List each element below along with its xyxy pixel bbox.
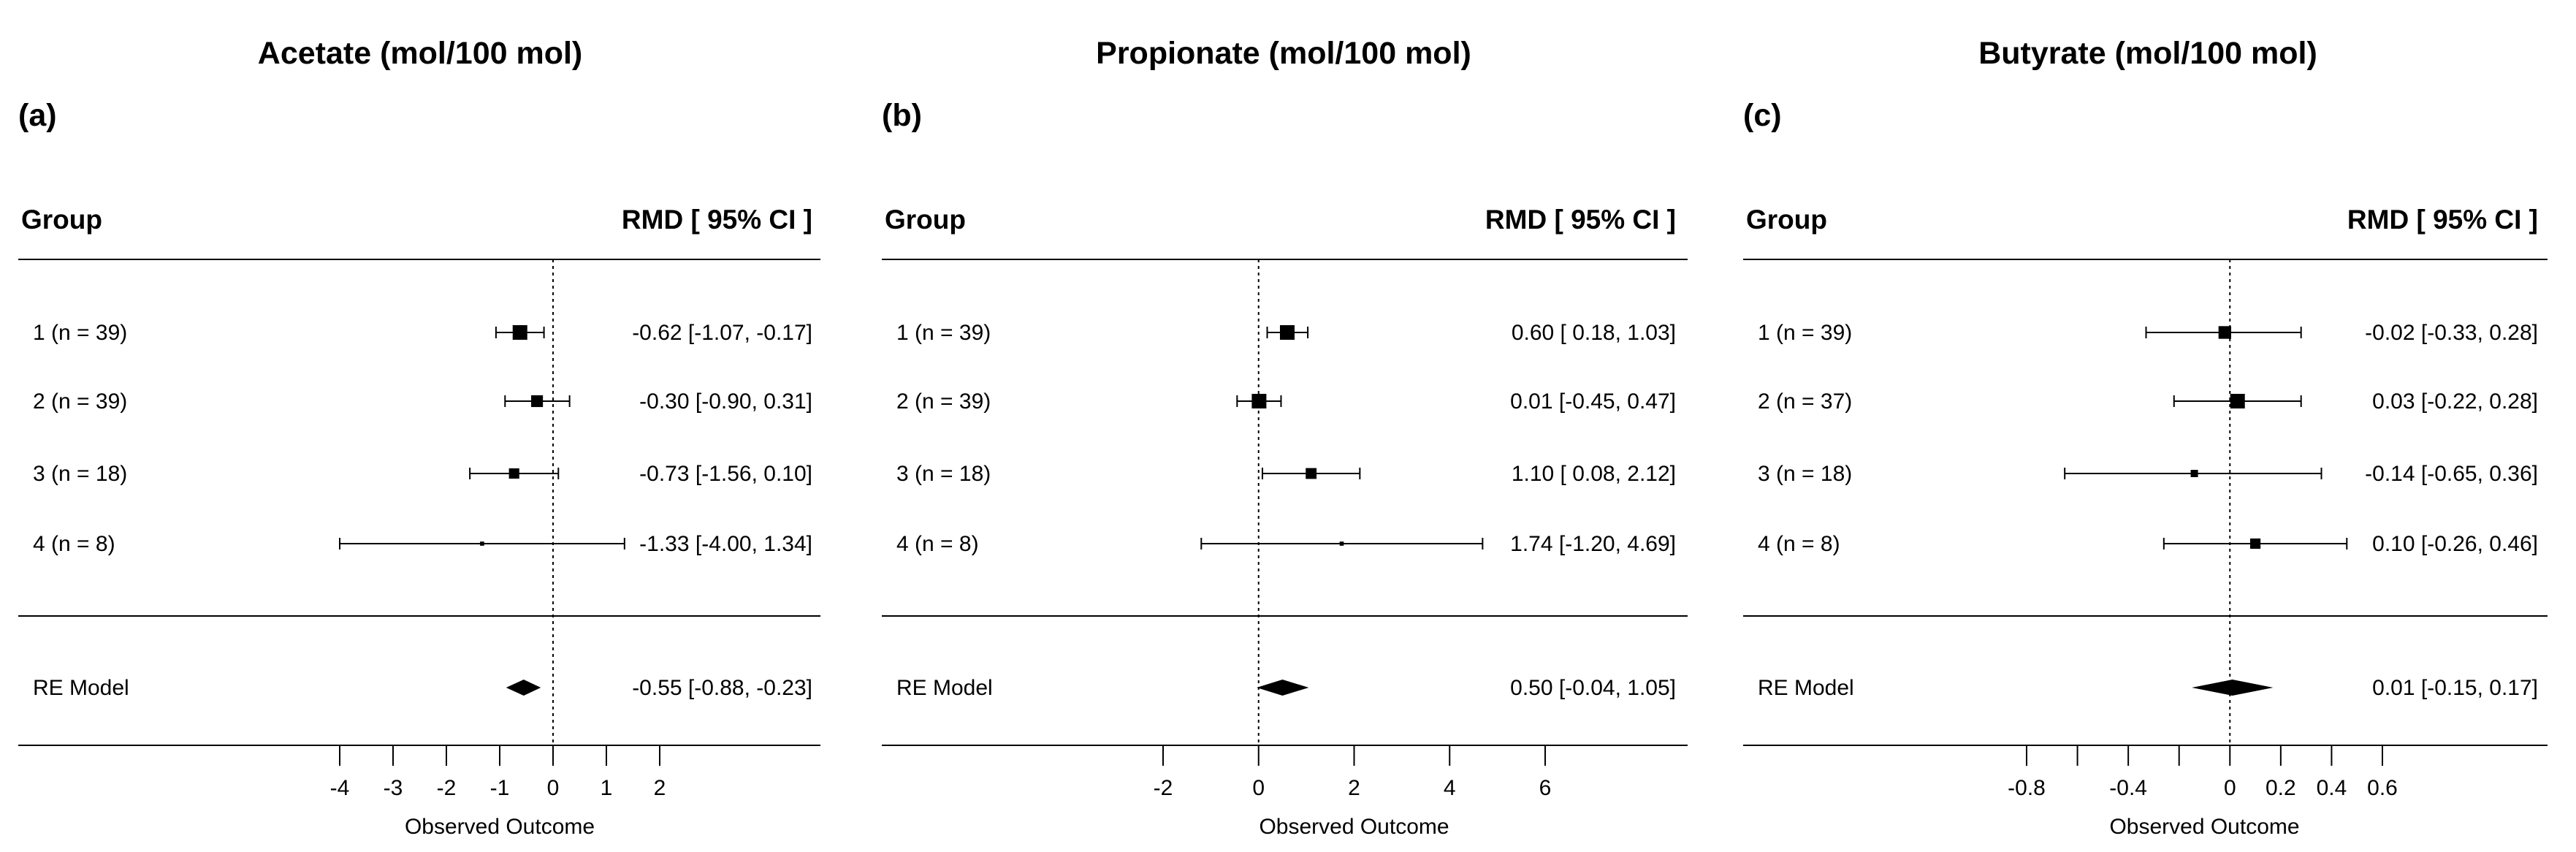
study-estimate-text: 1.10 [ 0.08, 2.12] [1512, 462, 1676, 486]
x-tick-label: -0.8 [2008, 776, 2046, 800]
summary-diamond [2192, 680, 2274, 696]
summary-diamond [1257, 680, 1309, 696]
study-label: 1 (n = 39) [896, 321, 991, 345]
point-estimate [1279, 325, 1295, 340]
point-estimate [2250, 538, 2261, 549]
x-tick-label: -4 [330, 776, 350, 800]
x-axis-label: Observed Outcome [405, 815, 595, 839]
point-estimate [512, 325, 527, 340]
x-tick-label: 0.6 [2367, 776, 2398, 800]
x-tick-label: 2 [1348, 776, 1360, 800]
study-label: 1 (n = 39) [1758, 321, 1852, 345]
summary-label: RE Model [33, 676, 129, 700]
study-label: 4 (n = 8) [896, 532, 979, 556]
x-tick-label: -1 [490, 776, 510, 800]
study-estimate-text: -0.73 [-1.56, 0.10] [639, 462, 812, 486]
x-tick-label: 2 [654, 776, 666, 800]
study-estimate-text: 0.03 [-0.22, 0.28] [2372, 389, 2538, 414]
study-label: 2 (n = 39) [33, 389, 127, 414]
point-estimate [2230, 394, 2245, 408]
chart-title: Propionate (mol/100 mol) [1096, 36, 1471, 71]
study-label: 4 (n = 8) [1758, 532, 1840, 556]
point-estimate [2218, 326, 2231, 339]
summary-label: RE Model [896, 676, 993, 700]
header-rmd-ci: RMD [ 95% CI ] [622, 205, 812, 235]
study-label: 2 (n = 39) [896, 389, 991, 414]
study-estimate-text: -0.14 [-0.65, 0.36] [2365, 462, 2538, 486]
panel-label: (c) [1743, 98, 1782, 133]
point-estimate [2190, 470, 2198, 477]
header-rmd-ci: RMD [ 95% CI ] [2347, 205, 2538, 235]
study-label: 4 (n = 8) [33, 532, 115, 556]
header-rmd-ci: RMD [ 95% CI ] [1485, 205, 1676, 235]
study-label: 3 (n = 18) [1758, 462, 1852, 486]
point-estimate [1251, 394, 1267, 408]
x-tick-label: 0 [547, 776, 560, 800]
point-estimate [531, 395, 544, 408]
x-tick-label: -3 [384, 776, 403, 800]
chart-title: Acetate (mol/100 mol) [258, 36, 582, 71]
study-label: 1 (n = 39) [33, 321, 127, 345]
summary-estimate-text: -0.55 [-0.88, -0.23] [632, 676, 812, 700]
study-estimate-text: 0.10 [-0.26, 0.46] [2372, 532, 2538, 556]
x-tick-label: 4 [1444, 776, 1456, 800]
point-estimate [1339, 541, 1344, 546]
x-axis-label: Observed Outcome [1259, 815, 1449, 839]
study-estimate-text: 0.01 [-0.45, 0.47] [1510, 389, 1676, 414]
point-estimate [480, 541, 484, 546]
summary-diamond [506, 680, 541, 696]
summary-estimate-text: 0.50 [-0.04, 1.05] [1510, 676, 1676, 700]
x-tick-label: -2 [1154, 776, 1173, 800]
header-group: Group [21, 205, 102, 235]
study-estimate-text: -0.62 [-1.07, -0.17] [632, 321, 812, 345]
point-estimate [1306, 468, 1317, 479]
study-label: 3 (n = 18) [33, 462, 127, 486]
study-estimate-text: -1.33 [-4.00, 1.34] [639, 532, 812, 556]
x-tick-label: 0 [1252, 776, 1265, 800]
panel-label: (b) [882, 98, 922, 133]
x-tick-label: 0.4 [2317, 776, 2347, 800]
x-tick-label: -0.4 [2109, 776, 2147, 800]
x-tick-label: -2 [437, 776, 457, 800]
x-tick-label: 0 [2224, 776, 2236, 800]
study-estimate-text: -0.30 [-0.90, 0.31] [639, 389, 812, 414]
summary-label: RE Model [1758, 676, 1854, 700]
chart-title: Butyrate (mol/100 mol) [1978, 36, 2317, 71]
summary-estimate-text: 0.01 [-0.15, 0.17] [2372, 676, 2538, 700]
study-estimate-text: 1.74 [-1.20, 4.69] [1510, 532, 1676, 556]
x-axis-label: Observed Outcome [2109, 815, 2299, 839]
header-group: Group [885, 205, 966, 235]
study-estimate-text: -0.02 [-0.33, 0.28] [2365, 321, 2538, 345]
x-tick-label: 6 [1539, 776, 1552, 800]
study-label: 3 (n = 18) [896, 462, 991, 486]
point-estimate [508, 468, 519, 479]
x-tick-label: 1 [601, 776, 613, 800]
study-label: 2 (n = 37) [1758, 389, 1852, 414]
study-estimate-text: 0.60 [ 0.18, 1.03] [1512, 321, 1676, 345]
x-tick-label: 0.2 [2266, 776, 2296, 800]
panel-label: (a) [18, 98, 57, 133]
header-group: Group [1746, 205, 1827, 235]
